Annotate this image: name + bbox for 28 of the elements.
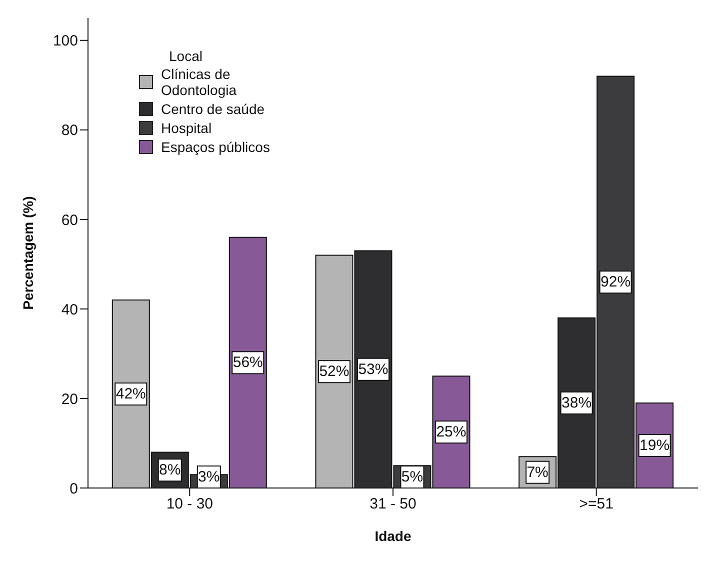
y-tick-label: 40 [61,301,78,318]
data-label: 42% [116,386,146,402]
data-label: 3% [198,468,220,486]
data-label: 25% [436,424,466,441]
data-label: 56% [232,354,263,372]
x-axis-title: Idade [374,528,412,544]
data-label: 53% [358,360,388,378]
x-tick-label: 10 - 30 [166,496,214,513]
y-tick-label: 0 [70,480,78,498]
legend-label: Espaços públicos [161,139,270,155]
y-axis-title: Percentagem (%) [20,196,36,310]
x-tick-label: 31 - 50 [370,496,416,513]
data-label: 92% [600,274,631,291]
y-tick-label: 20 [61,390,78,408]
legend-label: Hospital [161,120,212,136]
y-tick-label: 60 [61,212,78,229]
data-label: 8% [159,462,181,479]
data-label: 38% [562,394,592,412]
data-label: 7% [526,464,548,481]
x-tick-label: >=51 [579,496,614,513]
y-tick-label: 80 [61,122,78,140]
legend-title: Local [169,48,204,64]
data-label: 52% [319,363,350,380]
legend-label: Clínicas de Odontologia [161,66,238,98]
data-label: 19% [640,436,670,454]
y-tick-label: 100 [52,32,78,50]
data-label: 5% [401,468,424,486]
legend-label: Centro de saúde [161,101,265,117]
